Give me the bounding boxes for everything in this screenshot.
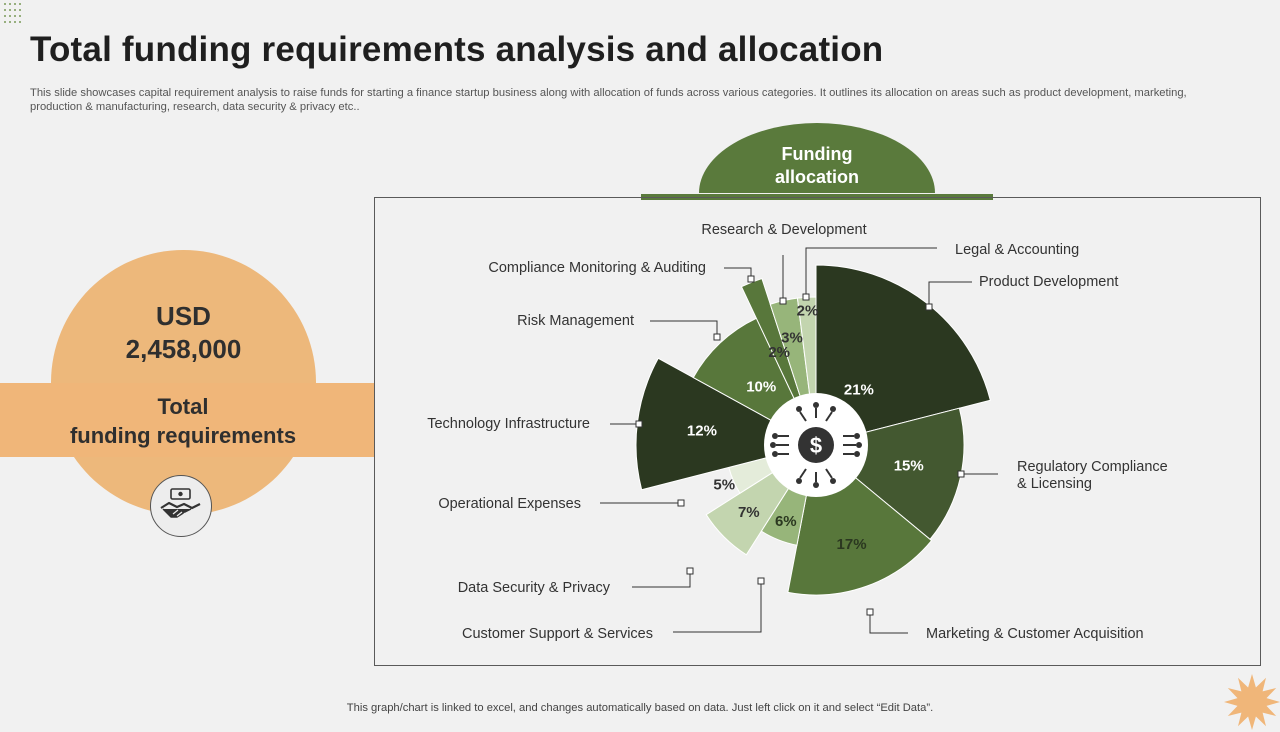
category-label-9: Research & Development bbox=[701, 222, 866, 238]
category-label-7: Risk Management bbox=[517, 313, 634, 329]
page-description: This slide showcases capital requirement… bbox=[30, 87, 1187, 113]
category-label-8: Compliance Monitoring & Auditing bbox=[488, 260, 706, 276]
leader-line-7 bbox=[650, 320, 718, 337]
chart-header-line2: allocation bbox=[774, 167, 859, 187]
leader-marker-4 bbox=[686, 567, 694, 575]
pie-value-label-5: 5% bbox=[713, 477, 735, 494]
leader-marker-7 bbox=[713, 333, 721, 341]
category-label-10: Legal & Accounting bbox=[955, 242, 1079, 258]
pie-value-label-6: 12% bbox=[687, 423, 717, 440]
funding-total-circle bbox=[51, 250, 316, 515]
leader-line-2 bbox=[869, 612, 908, 634]
funding-amount-value: 2,458,000 bbox=[125, 334, 242, 364]
page-title: Total funding requirements analysis and … bbox=[30, 30, 884, 69]
category-label-3: Customer Support & Services bbox=[462, 626, 653, 642]
pie-value-label-3: 6% bbox=[775, 513, 797, 530]
leader-line-4 bbox=[632, 571, 691, 588]
pie-slice-0 bbox=[815, 264, 991, 446]
leader-marker-0 bbox=[925, 303, 933, 311]
leader-line-0 bbox=[928, 281, 972, 307]
pie-value-label-4: 7% bbox=[738, 504, 760, 521]
handshake-money-icon bbox=[150, 475, 212, 537]
funding-total-band bbox=[0, 383, 374, 457]
leader-line-10 bbox=[805, 247, 937, 297]
leader-line-8 bbox=[724, 267, 752, 279]
pie-value-label-0: 21% bbox=[844, 382, 874, 399]
leader-marker-8 bbox=[747, 275, 755, 283]
leader-line-3 bbox=[673, 581, 762, 633]
leader-marker-9 bbox=[779, 297, 787, 305]
leader-marker-6 bbox=[635, 420, 643, 428]
funding-total-label: Total funding requirements bbox=[0, 392, 366, 450]
pie-value-label-2: 17% bbox=[837, 536, 867, 553]
chart-header-title: Funding allocation bbox=[717, 143, 917, 189]
leader-marker-10 bbox=[802, 293, 810, 301]
pie-value-label-7: 10% bbox=[746, 379, 776, 396]
dollar-circuit-icon: $ bbox=[764, 393, 868, 497]
leader-marker-2 bbox=[866, 608, 874, 616]
leader-marker-1 bbox=[957, 470, 965, 478]
chart-header-line1: Funding bbox=[781, 144, 853, 164]
pie-value-label-1: 15% bbox=[894, 458, 924, 475]
category-label-6: Technology Infrastructure bbox=[427, 416, 590, 432]
pie-value-label-9: 3% bbox=[781, 330, 803, 347]
leader-marker-5 bbox=[677, 499, 685, 507]
category-label-4: Data Security & Privacy bbox=[458, 580, 611, 596]
category-label-1: Regulatory Compliance & Licensing bbox=[1017, 459, 1168, 492]
funding-amount: USD 2,458,000 bbox=[51, 300, 316, 366]
funding-total-label-line1: Total bbox=[157, 394, 209, 419]
starburst-decoration bbox=[1224, 674, 1280, 730]
funding-currency: USD bbox=[156, 301, 211, 331]
category-label-2: Marketing & Customer Acquisition bbox=[926, 626, 1144, 642]
pie-value-label-8: 2% bbox=[768, 344, 790, 361]
chart-frame bbox=[374, 197, 1261, 666]
pie-value-label-10: 2% bbox=[797, 302, 819, 319]
svg-text:$: $ bbox=[810, 433, 822, 458]
category-label-0: Product Development bbox=[979, 274, 1118, 290]
chart-footer-note: This graph/chart is linked to excel, and… bbox=[346, 702, 934, 714]
decorative-dots bbox=[4, 3, 21, 23]
leader-marker-3 bbox=[757, 577, 765, 585]
category-label-5: Operational Expenses bbox=[438, 496, 581, 512]
funding-total-label-line2: funding requirements bbox=[69, 423, 297, 448]
